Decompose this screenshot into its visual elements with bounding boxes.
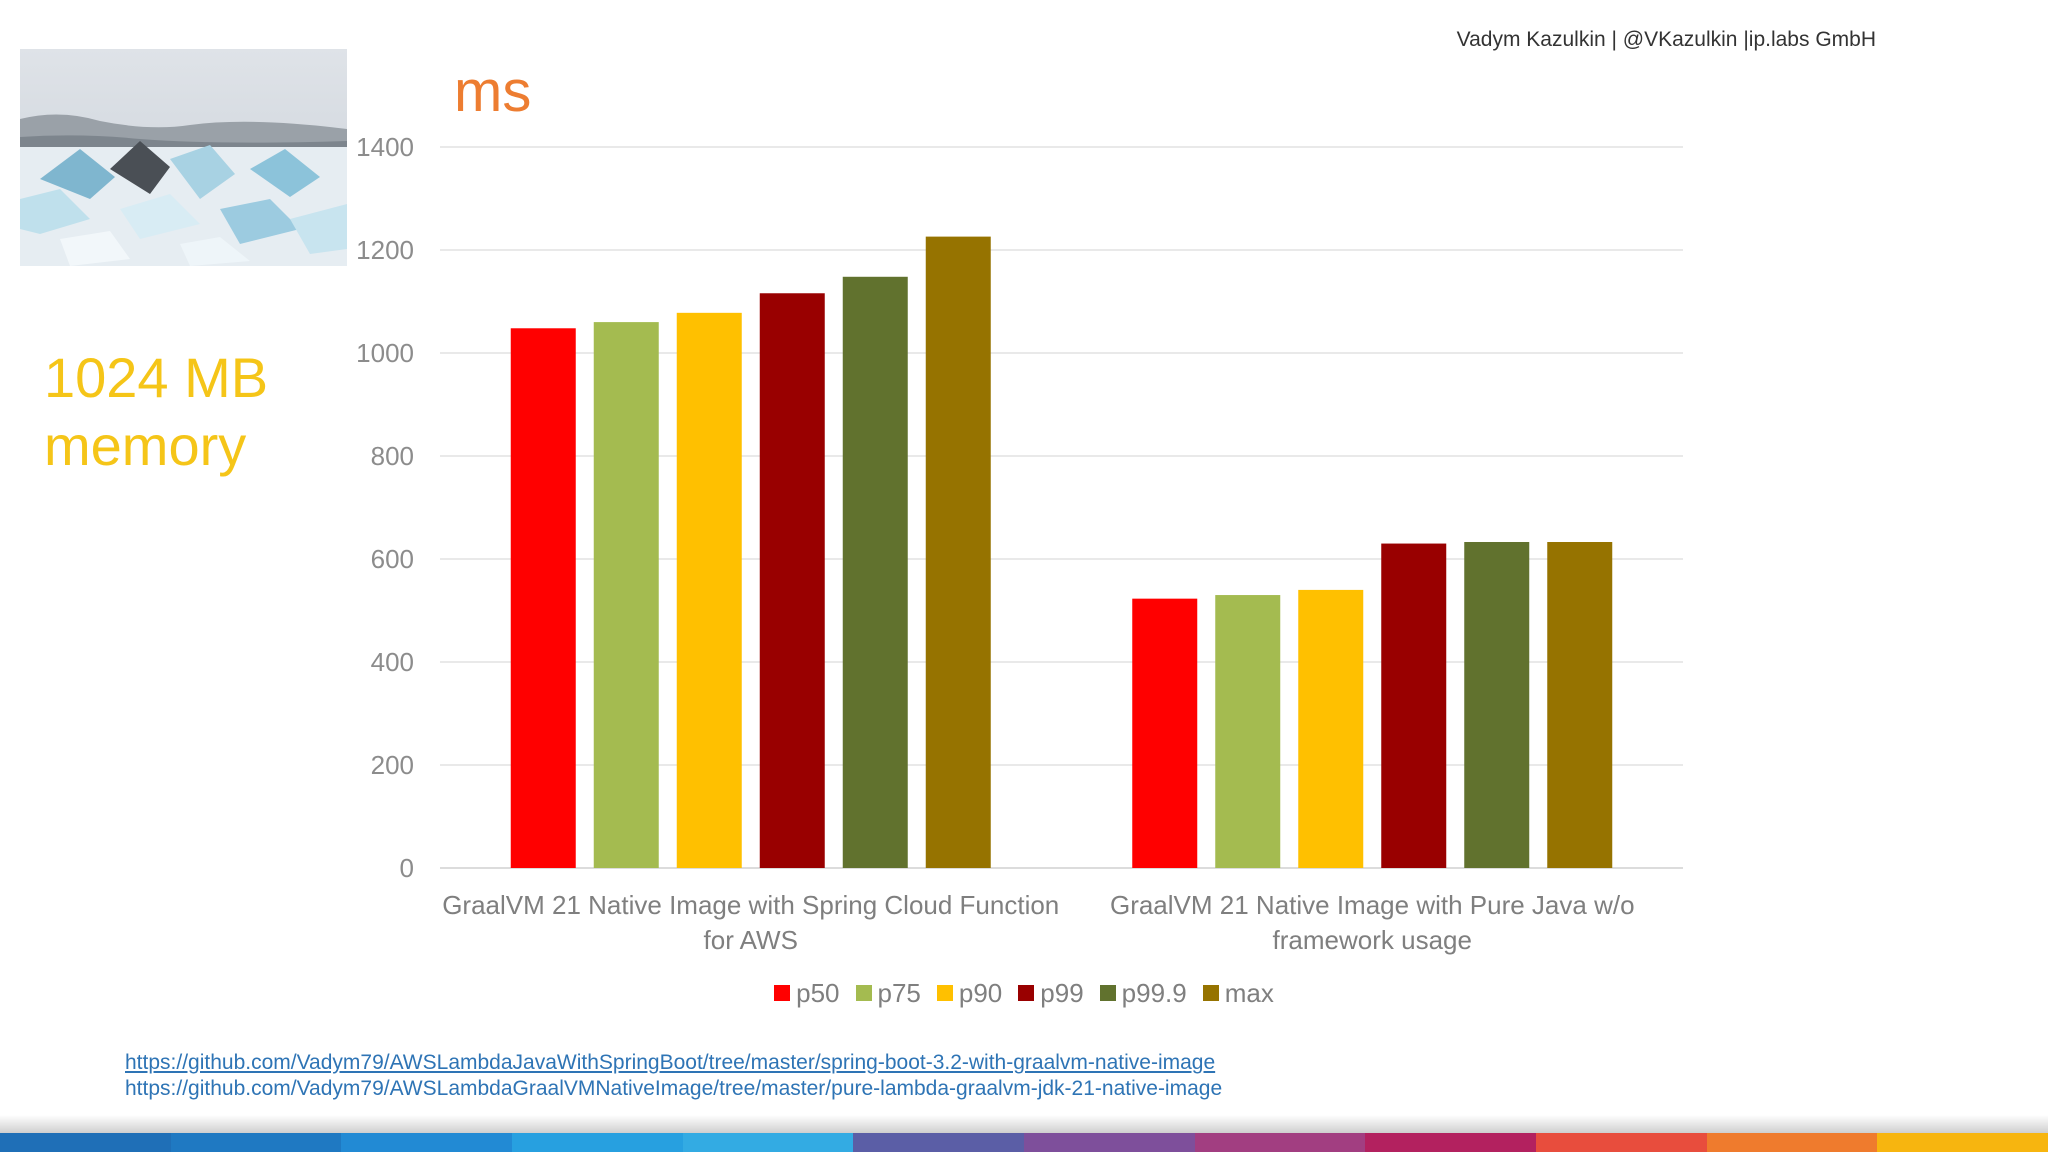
stripe-segment-3 xyxy=(341,1133,513,1152)
bar-p99-group-2 xyxy=(1381,543,1447,868)
legend-swatch-p90 xyxy=(936,985,953,1001)
y-tick-label-600: 600 xyxy=(371,544,414,574)
bar-p50-group-2 xyxy=(1132,598,1198,868)
bar-p75-group-1 xyxy=(593,322,659,869)
y-tick-label-1200: 1200 xyxy=(356,235,414,265)
legend-swatch-p99.9 xyxy=(1099,985,1116,1001)
legend-label-p75: p75 xyxy=(877,978,921,1008)
bar-chart: 0 200 400 600 800 1000 1200 1400 GraalVM 21 Nati… xyxy=(356,132,1683,955)
legend-swatch-p99 xyxy=(1018,985,1035,1001)
memory-label: 1024 MB memory xyxy=(44,344,268,480)
memory-word: memory xyxy=(44,414,247,477)
stripe-segment-8 xyxy=(1194,1133,1366,1152)
memory-size: 1024 MB xyxy=(44,346,269,409)
bar-p90-group-1 xyxy=(676,312,742,869)
author-credit: Vadym Kazulkin | @VKazulkin |ip.labs Gmb… xyxy=(1456,28,1876,51)
legend-item-p90: p90 xyxy=(936,978,1003,1009)
y-tick-label-200: 200 xyxy=(371,750,414,780)
legend-label-p50: p50 xyxy=(796,978,840,1008)
legend-label-p99.9: p99.9 xyxy=(1121,978,1187,1008)
category-label-1-line-2: for AWS xyxy=(704,925,798,955)
bar-p90-group-2 xyxy=(1298,589,1364,868)
pure-java-source-link[interactable]: https://github.com/Vadym79/AWSLambdaGraa… xyxy=(125,1077,1223,1100)
y-tick-label-1400: 1400 xyxy=(356,132,414,162)
category-label-1-line-1: GraalVM 21 Native Image with Spring Clou… xyxy=(442,890,1059,920)
legend-item-p99.9: p99.9 xyxy=(1099,978,1187,1009)
legend-swatch-p75 xyxy=(855,985,872,1001)
bar-p75-group-2 xyxy=(1215,595,1281,868)
legend-label-p90: p90 xyxy=(958,978,1003,1008)
footer-shadow xyxy=(0,1115,2048,1133)
legend-label-max: max xyxy=(1224,978,1274,1008)
stripe-segment-9 xyxy=(1365,1133,1537,1152)
y-tick-label-400: 400 xyxy=(371,647,414,677)
source-links: https://github.com/Vadym79/AWSLambdaJava… xyxy=(125,1050,1222,1102)
stripe-segment-12 xyxy=(1877,1133,2048,1152)
stripe-segment-10 xyxy=(1536,1133,1707,1152)
legend-swatch-p50 xyxy=(774,985,791,1001)
y-tick-label-0: 0 xyxy=(400,853,414,883)
stripe-segment-7 xyxy=(1024,1133,1195,1152)
legend-label-p99: p99 xyxy=(1040,978,1084,1008)
legend-item-p50: p50 xyxy=(774,978,840,1009)
chart-unit-title: ms xyxy=(454,59,532,124)
chart-legend: p50 p75 p90 p99 p99.9 max xyxy=(0,978,2048,1009)
stripe-segment-5 xyxy=(682,1133,854,1152)
bar-p99.9-group-1 xyxy=(842,276,908,868)
stripe-segment-11 xyxy=(1706,1133,1878,1152)
y-tick-label-1000: 1000 xyxy=(356,338,414,368)
bar-p99-group-1 xyxy=(759,293,825,868)
legend-item-p99: p99 xyxy=(1018,978,1084,1009)
legend-item-p75: p75 xyxy=(855,978,921,1009)
bar-p99.9-group-2 xyxy=(1464,542,1530,868)
stripe-segment-1 xyxy=(0,1133,171,1152)
spring-cloud-source-link[interactable]: https://github.com/Vadym79/AWSLambdaJava… xyxy=(125,1051,1216,1074)
legend-swatch-max xyxy=(1202,985,1219,1001)
stripe-segment-4 xyxy=(512,1133,683,1152)
bar-max-group-1 xyxy=(925,236,991,869)
category-label-2-line-2: framework usage xyxy=(1273,925,1472,955)
footer-color-stripe xyxy=(0,1133,2048,1152)
legend-item-max: max xyxy=(1202,978,1274,1009)
bar-p50-group-1 xyxy=(510,328,576,868)
iceberg-photo xyxy=(20,49,347,266)
y-tick-label-800: 800 xyxy=(371,441,414,471)
stripe-segment-2 xyxy=(170,1133,342,1152)
stripe-segment-6 xyxy=(853,1133,1025,1152)
bar-max-group-2 xyxy=(1547,542,1613,868)
category-label-2-line-1: GraalVM 21 Native Image with Pure Java w… xyxy=(1110,890,1635,920)
